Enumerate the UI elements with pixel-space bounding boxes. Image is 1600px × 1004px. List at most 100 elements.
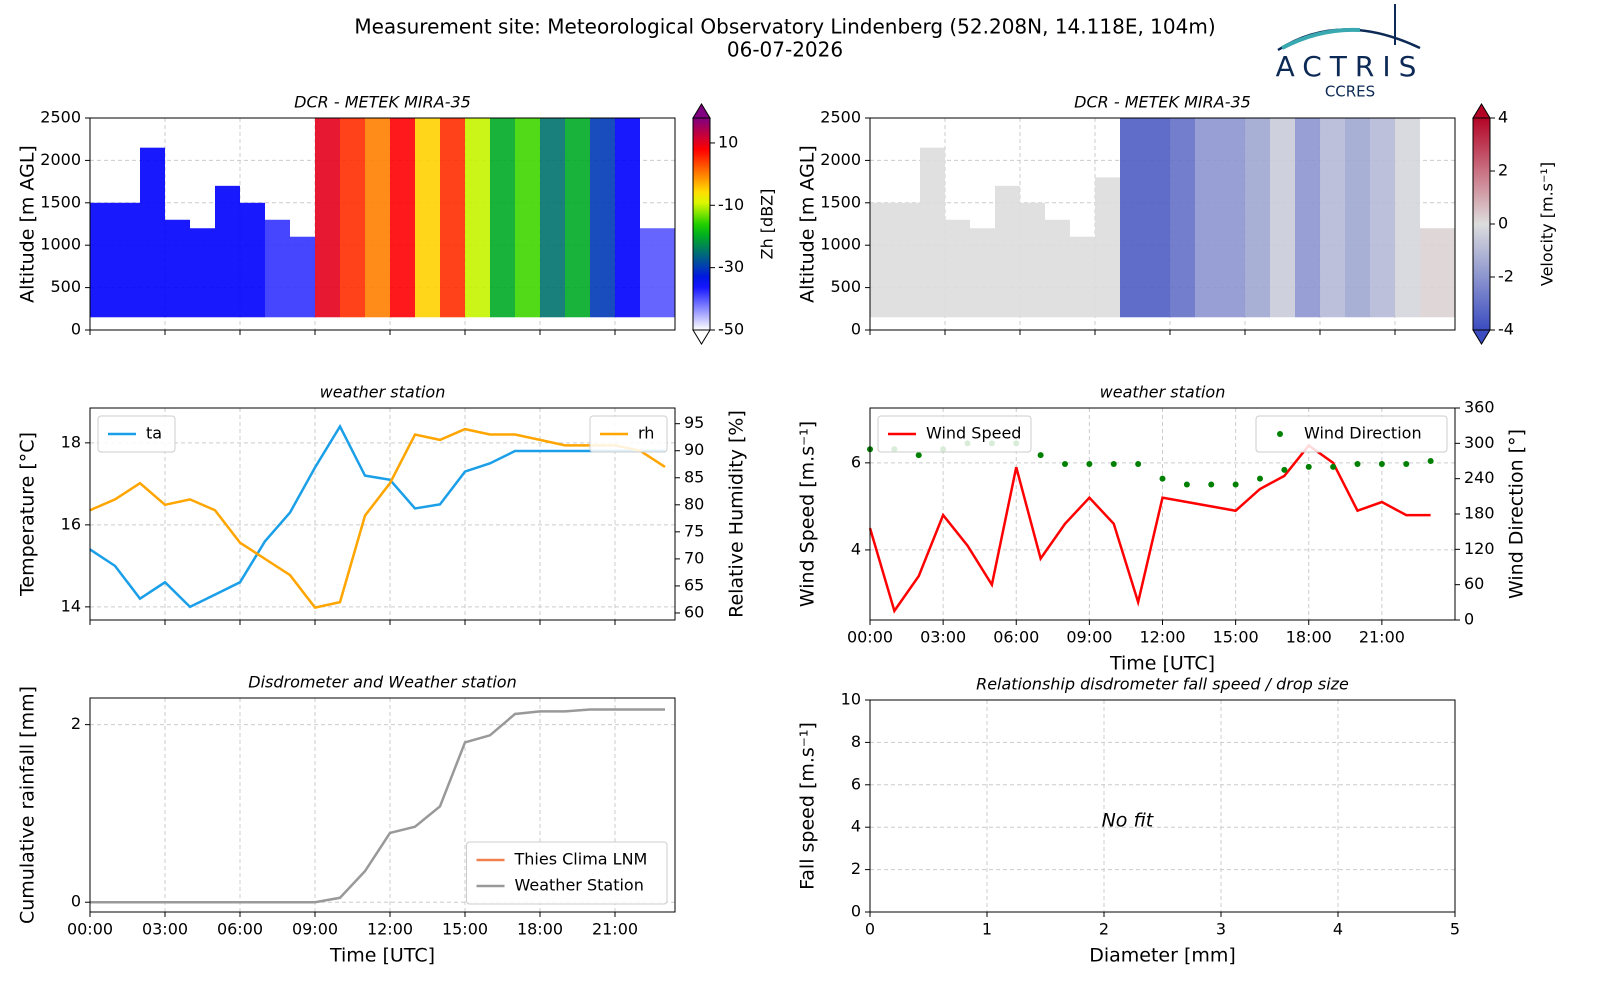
legend-label: rh (638, 424, 654, 443)
data-point (1135, 460, 1142, 467)
series-line (89, 423, 665, 609)
legend-label: Weather Station (515, 876, 644, 895)
y-tick-label: 10 (841, 690, 861, 709)
y-tick-label: 0 (851, 320, 861, 339)
heat-cell (995, 185, 1020, 318)
y2-tick-label: 90 (684, 440, 704, 459)
plot-frame (89, 117, 676, 331)
plot-frame (89, 407, 676, 621)
y-tick-label: 6 (851, 774, 861, 793)
x-tick-label: 00:00 (847, 628, 893, 647)
heat-cell (340, 118, 365, 318)
panel: weather station 00:00 03:00 06:00 09:00 12:00… (797, 383, 1528, 675)
panel-title: DCR - METEK MIRA-35 (1074, 93, 1251, 112)
x-tick-label: 12:00 (367, 920, 413, 939)
panel: DCR - METEK MIRA-35 0 500 1000 1500 2000 2500A… (17, 93, 777, 345)
y-axis-label: Cumulative rainfall [mm] (17, 686, 39, 924)
heat-cell (615, 118, 640, 318)
colorbar-tick-label: 4 (1498, 108, 1508, 127)
heat-cell (140, 147, 165, 318)
heat-cell (920, 147, 945, 318)
heat-cell (665, 228, 675, 318)
heat-cell (1420, 228, 1445, 318)
y2-tick-label: 80 (684, 494, 704, 513)
heat-cell (1145, 118, 1170, 318)
y2-tick-label: 85 (684, 467, 704, 486)
panel-title: weather station (320, 383, 446, 402)
heat-cell (1170, 118, 1195, 318)
panel: DCR - METEK MIRA-35 0 500 1000 1500 2000 2500A… (797, 93, 1557, 345)
heat-cell (415, 118, 440, 318)
y-tick-label: 18 (61, 432, 81, 451)
data-point (1354, 460, 1361, 467)
y-tick-label: 4 (851, 539, 861, 558)
x-tick-label: 06:00 (217, 920, 263, 939)
data-point (1159, 475, 1166, 482)
y-axis-label: Altitude [m AGL] (797, 145, 819, 303)
figure-title: Measurement site: Meteorological Observa… (354, 15, 1215, 39)
data-point (1305, 463, 1312, 470)
y-tick-label: 1500 (820, 192, 861, 211)
plot-frame (869, 117, 1456, 331)
heat-cell (1320, 118, 1345, 318)
y-axis-label: Wind Speed [m.s⁻¹] (797, 421, 819, 607)
heat-cell (1220, 118, 1245, 318)
y-tick-label: 2 (851, 859, 861, 878)
heat-cell (365, 118, 390, 318)
x-tick-label: 2 (1099, 920, 1109, 939)
heat-cell (870, 202, 895, 318)
data-point (1232, 481, 1239, 488)
y-tick-label: 4 (851, 817, 861, 836)
data-point (1403, 460, 1410, 467)
heat-cell (115, 202, 140, 318)
y-tick-label: 0 (851, 902, 861, 921)
heat-cell (240, 202, 265, 318)
colorbar-label: Velocity [m.s⁻¹] (1538, 162, 1557, 286)
y2-tick-label: 180 (1464, 504, 1495, 523)
y-tick-label: 2000 (820, 150, 861, 169)
heat-cell (465, 118, 490, 318)
colorbar-tick-label: -50 (718, 320, 744, 339)
y-tick-label: 0 (71, 892, 81, 911)
legend-label: Wind Direction (1304, 424, 1422, 443)
panel: Disdrometer and Weather station 00:00 03:0… (17, 673, 676, 967)
legend-label: Thies Clima LNM (514, 850, 648, 869)
y2-axis-label: Relative Humidity [%] (726, 410, 748, 618)
x-tick-label: 06:00 (993, 628, 1039, 647)
x-tick-label: 00:00 (67, 920, 113, 939)
data-point (915, 452, 922, 459)
y-axis-label: Temperature [°C] (17, 432, 39, 597)
x-tick-label: 3 (1216, 920, 1226, 939)
y2-tick-label: 300 (1464, 433, 1495, 452)
x-tick-label: 09:00 (292, 920, 338, 939)
legend-box (466, 841, 668, 905)
y-tick-label: 500 (830, 277, 861, 296)
heat-cell (1070, 236, 1095, 318)
y-tick-label: 1000 (40, 235, 81, 254)
y2-tick-label: 120 (1464, 539, 1495, 558)
heat-cell (1395, 118, 1420, 318)
data-point (1037, 452, 1044, 459)
x-tick-label: 21:00 (1359, 628, 1405, 647)
logo-text: ACTRIS (1276, 50, 1425, 83)
heat-cell (190, 228, 215, 318)
series-line (90, 708, 665, 904)
data-point (1330, 463, 1337, 470)
y2-tick-label: 60 (1464, 574, 1484, 593)
heat-cell (1120, 118, 1145, 318)
y2-tick-label: 75 (684, 521, 704, 540)
colorbar-tick-label: 0 (1498, 214, 1508, 233)
colorbar-extend (1472, 103, 1491, 119)
series-line (868, 443, 1431, 614)
heat-cell (1020, 202, 1045, 318)
plot-frame (89, 697, 676, 913)
legend-swatch (1277, 431, 1283, 437)
x-tick-label: 18:00 (1286, 628, 1332, 647)
y-tick-label: 1000 (820, 235, 861, 254)
heat-cell (1095, 177, 1120, 318)
heat-cell (640, 228, 665, 318)
data-point (1183, 481, 1190, 488)
data-point (1208, 481, 1215, 488)
panel-title: DCR - METEK MIRA-35 (294, 93, 471, 112)
